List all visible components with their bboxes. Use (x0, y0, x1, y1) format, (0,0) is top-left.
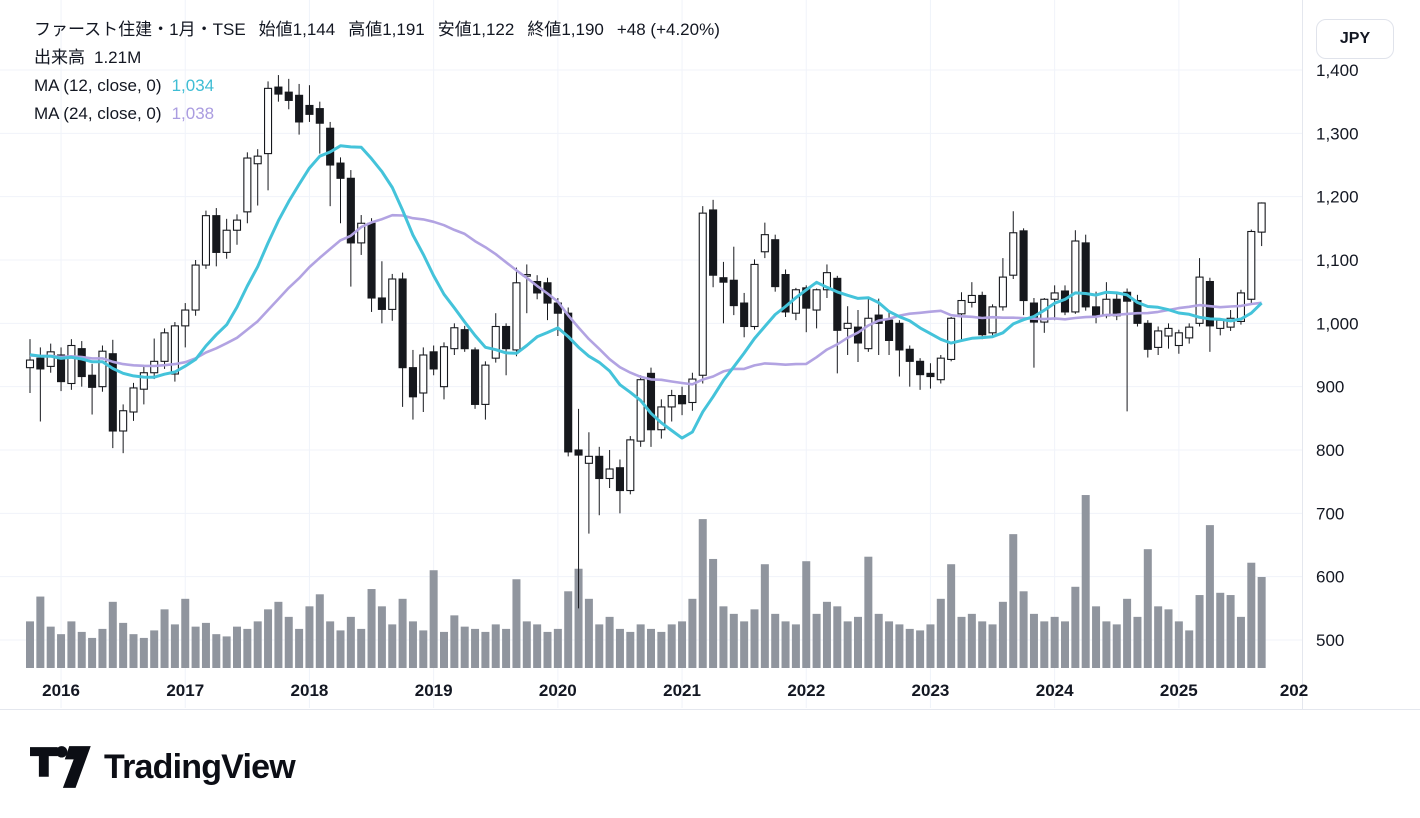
ma12-label: MA (12, close, 0) (34, 76, 162, 95)
ma24-label: MA (24, close, 0) (34, 104, 162, 123)
svg-text:600: 600 (1316, 568, 1344, 587)
high-label: 高値 (348, 20, 383, 39)
svg-text:2023: 2023 (912, 681, 950, 700)
volume-value: 1.21M (94, 48, 142, 67)
svg-text:1,000: 1,000 (1316, 314, 1359, 333)
svg-text:2022: 2022 (787, 681, 825, 700)
high-value: 1,191 (382, 20, 425, 39)
open-label: 始値 (258, 20, 293, 39)
svg-text:500: 500 (1316, 631, 1344, 650)
svg-text:202: 202 (1280, 681, 1308, 700)
ma12-row: MA (12, close, 0) 1,034 (34, 72, 720, 100)
change-value: +48 (+4.20%) (616, 20, 720, 39)
low-value: 1,122 (471, 20, 515, 39)
tradingview-brand-text: TradingView (104, 747, 296, 786)
volume-bars (26, 495, 1266, 668)
svg-text:2021: 2021 (663, 681, 701, 700)
symbol-title: ファースト住建・1月・TSE (34, 20, 246, 39)
ma24-line (29, 213, 1262, 386)
svg-text:2020: 2020 (539, 681, 577, 700)
chart-legend: ファースト住建・1月・TSE 始値1,144 高値1,191 安値1,122 終値1,1… (34, 16, 720, 128)
low-label: 安値 (437, 20, 472, 39)
svg-text:900: 900 (1316, 378, 1344, 397)
svg-text:2019: 2019 (415, 681, 453, 700)
svg-text:2024: 2024 (1036, 681, 1074, 700)
open-value: 1,144 (292, 20, 336, 39)
svg-text:2018: 2018 (291, 681, 329, 700)
volume-label: 出来高 (34, 48, 85, 67)
svg-text:1,400: 1,400 (1316, 61, 1359, 80)
tradingview-brand[interactable]: TradingView (30, 744, 296, 790)
tradingview-logo-icon (30, 746, 91, 788)
svg-text:2025: 2025 (1160, 681, 1198, 700)
time-axis[interactable]: 2016 2017 2018 2019 2020 2021 2022 2023 2024 2025… (42, 681, 1308, 700)
volume-row: 出来高 1.21M (34, 44, 720, 72)
currency-button[interactable]: JPY (1316, 19, 1394, 59)
svg-text:1,300: 1,300 (1316, 124, 1359, 143)
symbol-ohlc-row: ファースト住建・1月・TSE 始値1,144 高値1,191 安値1,122 終値1,1… (34, 16, 720, 44)
candles (25, 75, 1266, 609)
svg-text:700: 700 (1316, 504, 1344, 523)
ma-lines (29, 144, 1263, 440)
close-label: 終値 (527, 20, 562, 39)
price-scale[interactable]: 1,400 1,300 1,200 1,100 1,000 900 800 700 600 500 (1316, 61, 1359, 650)
ma12-line (29, 144, 1263, 440)
svg-text:2016: 2016 (42, 681, 80, 700)
svg-text:1,100: 1,100 (1316, 251, 1359, 270)
close-value: 1,190 (561, 20, 604, 39)
svg-text:2017: 2017 (166, 681, 204, 700)
svg-text:1,200: 1,200 (1316, 188, 1359, 207)
svg-text:800: 800 (1316, 441, 1344, 460)
ma24-row: MA (24, close, 0) 1,038 (34, 100, 720, 128)
ma24-value: 1,038 (171, 104, 215, 123)
ma12-value: 1,034 (171, 76, 215, 95)
